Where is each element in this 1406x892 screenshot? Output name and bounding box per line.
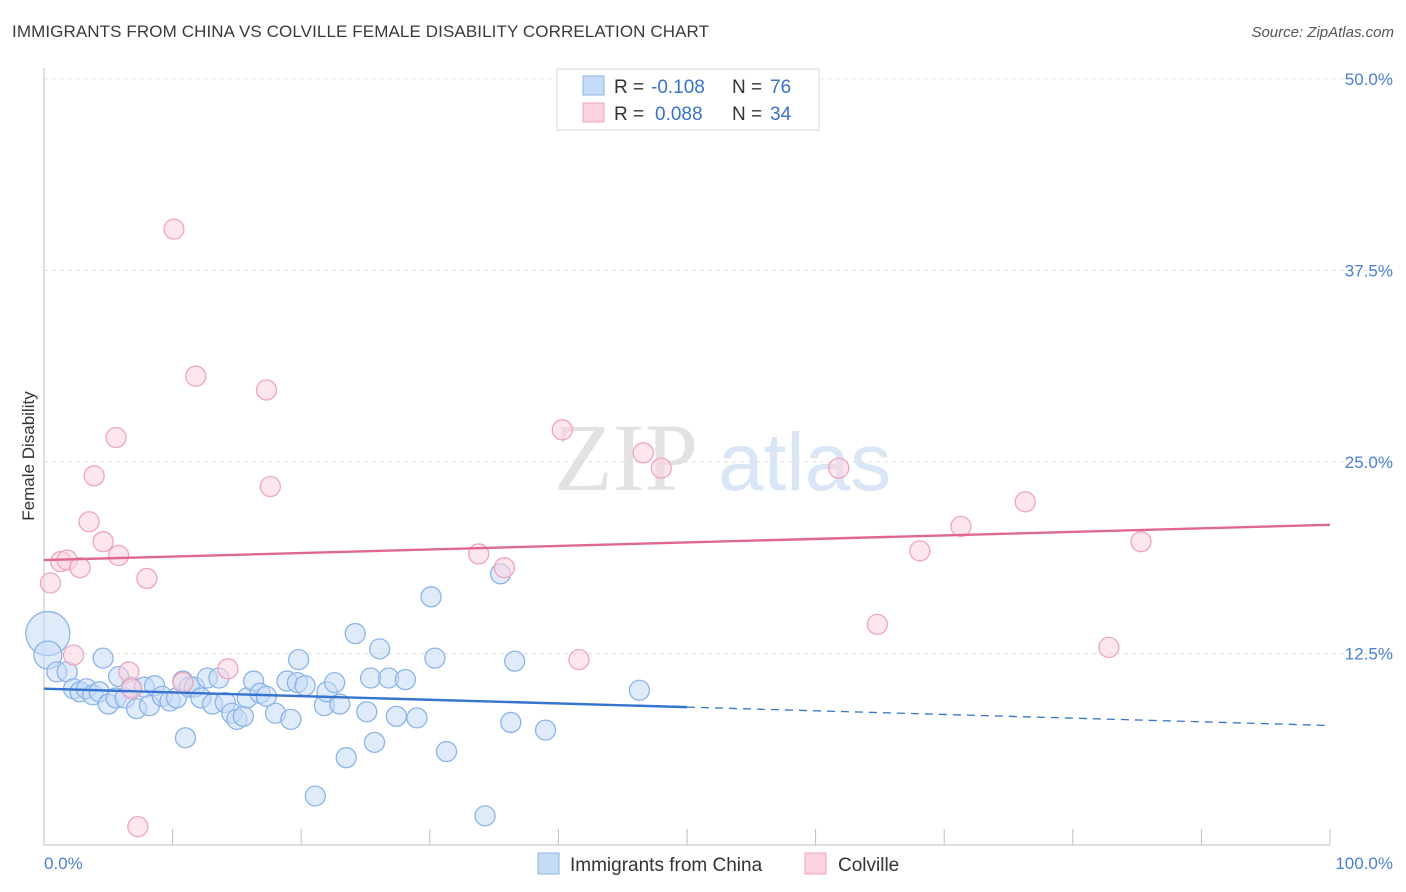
point-colville xyxy=(185,365,207,387)
point-china xyxy=(500,711,522,734)
legend-n-value-colville: 34 xyxy=(770,104,792,125)
point-colville xyxy=(909,540,931,562)
legend-swatch-china xyxy=(582,75,605,96)
data-points xyxy=(25,218,1152,838)
trend-line-china xyxy=(43,687,688,709)
point-colville xyxy=(259,475,281,498)
legend-r-label-colville: R = xyxy=(614,104,644,125)
point-china xyxy=(232,705,254,727)
watermark-zip: ZIP xyxy=(554,404,698,511)
point-china xyxy=(356,701,378,723)
point-china xyxy=(368,638,391,660)
point-colville xyxy=(1130,531,1152,553)
point-colville xyxy=(1014,491,1036,513)
point-china xyxy=(424,647,446,669)
point-china xyxy=(406,707,428,729)
point-colville xyxy=(866,613,888,636)
point-china xyxy=(504,650,526,672)
legend-swatch-colville xyxy=(582,102,605,123)
y-tick-label: 12.5% xyxy=(1345,645,1393,664)
gridlines xyxy=(44,78,1392,654)
point-china xyxy=(335,747,357,769)
point-china xyxy=(435,740,458,763)
point-colville xyxy=(136,567,158,590)
point-china xyxy=(174,727,197,749)
point-china xyxy=(304,785,326,807)
point-colville xyxy=(105,426,127,449)
point-colville xyxy=(650,457,672,479)
point-china xyxy=(92,647,114,669)
y-tick-label: 37.5% xyxy=(1345,262,1393,281)
point-colville xyxy=(92,531,114,553)
point-colville xyxy=(217,658,239,680)
series-legend-label-china: Immigrants from China xyxy=(570,855,763,876)
point-china xyxy=(287,648,310,671)
point-china xyxy=(323,671,346,694)
point-colville xyxy=(62,644,85,666)
point-colville xyxy=(163,218,185,240)
point-china xyxy=(534,719,557,741)
point-china xyxy=(294,675,316,697)
trend-line-china-extrapolated xyxy=(686,706,1331,727)
point-colville xyxy=(950,515,972,537)
point-china xyxy=(363,731,386,754)
point-colville xyxy=(1098,636,1120,659)
point-colville xyxy=(78,511,100,533)
point-china xyxy=(280,708,302,731)
point-colville xyxy=(39,572,62,594)
x-ticks xyxy=(43,829,1331,845)
point-china xyxy=(420,586,442,608)
y-axis-label: Female Disability xyxy=(19,391,38,521)
point-china xyxy=(474,805,496,827)
point-colville xyxy=(172,671,194,694)
x-tick-max: 100.0% xyxy=(1335,854,1393,873)
point-china xyxy=(394,668,417,691)
point-colville xyxy=(828,457,850,479)
point-china xyxy=(359,667,382,689)
point-china xyxy=(628,679,651,701)
point-colville xyxy=(551,419,573,441)
point-colville xyxy=(69,557,91,579)
point-china xyxy=(344,622,366,645)
series-legend-swatch-china xyxy=(537,852,560,875)
series-legend-label-colville: Colville xyxy=(838,855,899,876)
series-legend: Immigrants from China Colville xyxy=(537,852,899,876)
point-china xyxy=(329,693,351,715)
point-colville xyxy=(127,815,149,838)
point-colville xyxy=(632,442,654,464)
point-colville xyxy=(107,544,130,567)
trend-lines xyxy=(43,523,1331,727)
legend-n-value-china: 76 xyxy=(770,77,791,98)
point-colville xyxy=(120,678,143,700)
legend-n-label-china: N = xyxy=(732,77,762,98)
point-colville xyxy=(255,379,278,401)
chart-source: Source: ZipAtlas.com xyxy=(1251,24,1394,41)
series-legend-swatch-colville xyxy=(804,852,827,875)
trend-line-colville xyxy=(43,523,1331,562)
y-tick-label: 50.0% xyxy=(1345,70,1393,89)
legend-n-label-colville: N = xyxy=(732,104,762,125)
legend-r-value-china: -0.108 xyxy=(651,77,705,98)
point-colville xyxy=(568,648,590,671)
legend-r-value-colville: 0.088 xyxy=(655,104,703,125)
stats-legend: R = -0.108 N = 76 R = 0.088 N = 34 xyxy=(556,68,820,131)
x-tick-min: 0.0% xyxy=(44,854,83,873)
chart-title: IMMIGRANTS FROM CHINA VS COLVILLE FEMALE… xyxy=(12,22,710,41)
legend-r-label-china: R = xyxy=(614,77,644,98)
point-colville xyxy=(83,465,105,487)
point-colville xyxy=(493,557,516,579)
y-tick-label: 25.0% xyxy=(1345,453,1393,472)
point-china xyxy=(385,705,408,727)
y-tick-labels: 12.5% 25.0% 37.5% 50.0% xyxy=(1345,70,1393,664)
